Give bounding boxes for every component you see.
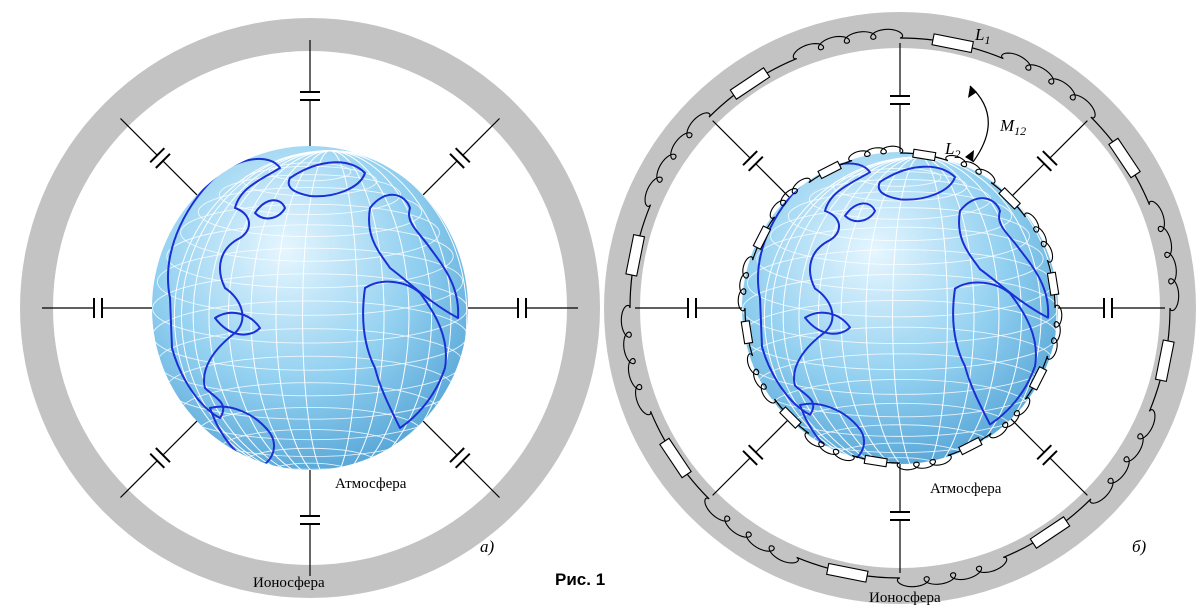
inner-inductor-coil <box>746 353 776 404</box>
inner-resistor <box>863 454 888 468</box>
outer-resistor <box>659 437 692 479</box>
coastline-outline <box>209 405 275 469</box>
inner-resistor <box>912 148 937 162</box>
outer-resistor <box>825 562 869 583</box>
mutual-inductance-arrow <box>969 85 989 163</box>
inner-inductor-coil <box>896 454 952 471</box>
inner-inductor-coil <box>1046 304 1063 360</box>
coastline-outline <box>254 199 286 220</box>
panel-a-capacitor-left <box>42 298 160 318</box>
earth-globe-a <box>152 146 468 470</box>
figure-caption: Рис. 1 <box>555 570 605 589</box>
coastline-outline <box>877 165 956 201</box>
panel-tag-b: б) <box>1132 537 1147 556</box>
coastline-outline <box>287 161 366 198</box>
ionosphere-label-b: Ионосфера <box>869 590 941 606</box>
coastline-outline <box>952 281 1037 426</box>
outer-resistor <box>625 233 646 277</box>
outer-inductor-coil <box>620 304 652 416</box>
inductor-l1-label: L1 <box>974 25 990 47</box>
inner-resistor <box>1046 271 1060 296</box>
coastline-outline <box>958 197 1050 319</box>
atmosphere-capacitors-b <box>635 43 1165 573</box>
outer-inductor-coil <box>1148 200 1180 312</box>
ionosphere-rl-chain <box>620 28 1180 588</box>
panel-b-capacitor-bottom-right <box>1005 413 1088 496</box>
inner-resistor <box>817 160 842 180</box>
panel-tag-a: а) <box>480 537 495 556</box>
outer-inductor-coil <box>644 112 711 207</box>
inner-inductor-coil <box>804 432 855 462</box>
outer-inductor-coil <box>704 497 799 564</box>
arrow-head-top <box>968 86 977 98</box>
panel-a: Атмосфера Ионосфера а) <box>20 18 600 598</box>
panel-a-capacitor-right <box>460 298 578 318</box>
inner-inductor-coil <box>945 154 996 184</box>
outer-inductor-coil <box>896 556 1008 588</box>
atmosphere-label-a: Атмосфера <box>335 476 407 492</box>
inner-resistor <box>752 225 772 250</box>
coastline-outline <box>214 311 261 336</box>
coastline-outline <box>844 202 876 223</box>
inner-resistor <box>958 436 983 456</box>
outer-inductor-coil <box>1001 52 1096 119</box>
coastline-outline <box>362 280 447 429</box>
inner-resistor <box>740 320 754 345</box>
panel-a-capacitor-top-right <box>415 118 500 203</box>
panel-b-capacitor-top <box>890 43 910 158</box>
atmosphere-capacitors-a <box>42 40 578 576</box>
inner-inductor-coil <box>1024 212 1054 263</box>
atmosphere-label-b: Атмосфера <box>930 481 1002 497</box>
outer-inductor-coil <box>1089 409 1156 504</box>
ionosphere-label-a: Ионосфера <box>253 575 325 591</box>
outer-resistor <box>1154 339 1175 383</box>
inner-resistor <box>779 406 802 429</box>
inner-resistor <box>998 187 1021 210</box>
inner-resistor <box>1028 366 1048 391</box>
inner-inductor-coil <box>769 177 811 219</box>
panel-b-capacitor-left <box>635 298 750 318</box>
inductor-l2-label: L2 <box>944 139 960 161</box>
panel-b-capacitor-bottom <box>890 458 910 573</box>
earth-surface-rl-chain <box>737 145 1063 471</box>
mutual-inductance-label: M12 <box>999 116 1026 138</box>
arrow-head-bottom <box>965 150 974 162</box>
outer-resistor <box>1029 516 1071 549</box>
panel-b-capacitor-top-left <box>712 120 795 203</box>
inner-inductor-coil <box>737 256 754 312</box>
inner-inductor-coil <box>848 145 904 162</box>
coastline-outline <box>368 193 460 319</box>
panel-b: L1 L2 M12 Атмосфера Ионосфера б) <box>604 12 1196 606</box>
outer-inductor-coil <box>792 28 904 60</box>
panel-b-capacitor-right <box>1050 298 1165 318</box>
outer-resistor <box>1108 137 1141 179</box>
inner-inductor-coil <box>989 397 1031 439</box>
outer-resistor <box>729 67 771 100</box>
coastline-outline <box>799 402 865 464</box>
outer-resistor <box>931 33 975 54</box>
coastline-outline <box>804 311 851 335</box>
